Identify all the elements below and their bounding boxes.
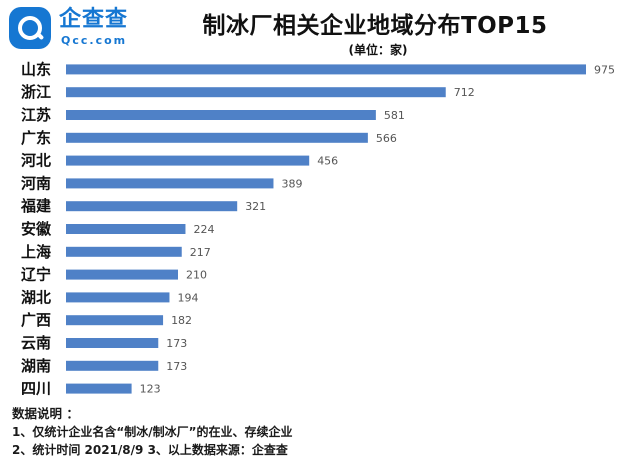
brand-logo: 企查查 Qcc.com bbox=[9, 7, 139, 53]
magnifier-icon bbox=[9, 7, 51, 49]
value-label: 566 bbox=[376, 132, 397, 145]
chart-title: 制冰厂相关企业地域分布TOP15 bbox=[202, 13, 548, 39]
chart-subtitle: (单位：家) bbox=[348, 43, 408, 57]
value-label: 224 bbox=[193, 223, 214, 236]
notes-line-1: 1、仅统计企业名含“制冰/制冰厂”的在业、存续企业 bbox=[12, 425, 293, 439]
category-label: 河南 bbox=[21, 174, 51, 192]
notes-title: 数据说明 ： bbox=[12, 406, 79, 421]
brand-name: 企查查 bbox=[59, 7, 129, 32]
category-label: 上海 bbox=[21, 243, 51, 261]
value-label: 173 bbox=[166, 360, 187, 373]
bar bbox=[66, 338, 159, 348]
brand-domain: Qcc.com bbox=[61, 34, 128, 47]
bar bbox=[66, 383, 132, 394]
value-label: 321 bbox=[245, 200, 266, 213]
category-label: 广东 bbox=[21, 129, 51, 147]
bar bbox=[66, 224, 186, 234]
value-label: 456 bbox=[317, 155, 338, 168]
bar bbox=[66, 155, 310, 166]
category-label: 山东 bbox=[21, 60, 51, 78]
category-label: 河北 bbox=[21, 152, 51, 170]
value-label: 194 bbox=[177, 291, 198, 304]
bar bbox=[66, 178, 274, 189]
value-label: 123 bbox=[140, 383, 161, 396]
bar bbox=[66, 315, 164, 326]
bar bbox=[66, 292, 170, 303]
bar bbox=[66, 132, 368, 143]
bar bbox=[66, 246, 182, 257]
category-label: 江苏 bbox=[21, 106, 51, 124]
category-label: 云南 bbox=[21, 334, 51, 352]
value-label: 389 bbox=[281, 177, 302, 190]
value-label: 173 bbox=[166, 337, 187, 350]
bar bbox=[66, 269, 178, 280]
bar bbox=[66, 64, 586, 75]
category-label: 福建 bbox=[20, 197, 52, 215]
bar bbox=[66, 110, 376, 120]
category-label: 广西 bbox=[21, 311, 51, 329]
value-label: 182 bbox=[171, 314, 192, 327]
bar bbox=[66, 201, 238, 212]
bar-chart: 山东 975 浙江 712 江苏 581 广东 566 河北 456 河南 389 福建 321 安徽 224… bbox=[20, 60, 615, 398]
category-label: 湖北 bbox=[21, 288, 51, 306]
notes-line-2: 2、统计时间 2021/8/9 3、以上数据来源：企查查 bbox=[12, 443, 288, 457]
category-label: 浙江 bbox=[21, 83, 51, 101]
bar bbox=[66, 360, 159, 371]
category-label: 安徽 bbox=[21, 220, 52, 238]
value-label: 210 bbox=[186, 269, 207, 282]
category-label: 湖南 bbox=[21, 357, 51, 375]
category-label: 四川 bbox=[21, 380, 51, 398]
value-label: 712 bbox=[454, 86, 475, 99]
data-notes: 数据说明 ： 1、仅统计企业名含“制冰/制冰厂”的在业、存续企业 2、统计时间 … bbox=[12, 405, 622, 459]
value-label: 581 bbox=[384, 109, 405, 122]
bar bbox=[66, 87, 446, 98]
category-label: 辽宁 bbox=[21, 266, 51, 284]
value-label: 975 bbox=[594, 63, 615, 76]
value-label: 217 bbox=[190, 246, 211, 259]
